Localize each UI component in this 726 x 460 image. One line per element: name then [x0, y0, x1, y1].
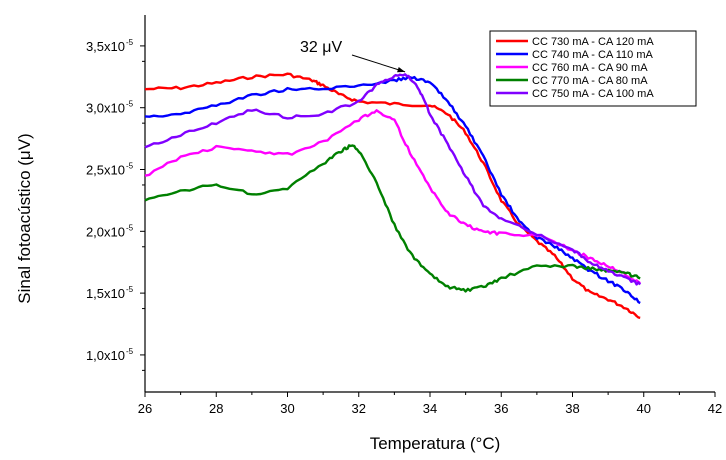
x-tick-label: 38 — [565, 401, 579, 416]
y-axis-ticks: 1,0x10 -51,5x10 -52,0x10 -52,5x10 -53,0x10 -5… — [86, 38, 145, 371]
x-tick-label: 34 — [423, 401, 437, 416]
y-tick-exponent: -5 — [126, 38, 134, 47]
legend-label: CC 770 mA - CA 80 mA — [532, 75, 648, 87]
y-tick-label: 1,5x10 — [86, 286, 125, 301]
y-tick-label: 2,0x10 — [86, 224, 125, 239]
x-tick-label: 40 — [637, 401, 651, 416]
series-line — [144, 73, 642, 286]
peak-annotation: 32 μV — [300, 39, 406, 73]
x-axis-ticks: 26 28 30 32 34 36 38 40 42 — [138, 392, 722, 416]
series-lines — [144, 72, 642, 319]
y-tick-exponent: -5 — [126, 100, 134, 109]
y-tick-exponent: -5 — [126, 223, 134, 232]
y-axis-title: Sinal fotoacústico (μV) — [15, 133, 34, 303]
x-axis-title: Temperatura (°C) — [370, 434, 501, 453]
x-tick-label: 32 — [352, 401, 366, 416]
annotation-text: 32 μV — [300, 39, 342, 56]
series-line — [144, 75, 641, 305]
legend-label: CC 730 mA - CA 120 mA — [532, 36, 654, 48]
y-tick-label: 2,5x10 — [86, 163, 125, 178]
x-tick-label: 42 — [708, 401, 722, 416]
legend-label: CC 740 mA - CA 110 mA — [532, 49, 654, 61]
y-tick-label: 1,0x10 — [86, 348, 125, 363]
y-tick-exponent: -5 — [126, 347, 134, 356]
x-tick-label: 36 — [494, 401, 508, 416]
x-tick-label: 26 — [138, 401, 152, 416]
annotation-arrowhead — [397, 66, 406, 73]
x-tick-label: 28 — [209, 401, 223, 416]
annotation-arrow — [351, 54, 406, 73]
x-tick-label: 30 — [280, 401, 294, 416]
series-line — [144, 144, 641, 293]
y-tick-label: 3,5x10 — [86, 39, 125, 54]
series-line — [144, 72, 641, 319]
legend-label: CC 760 mA - CA 90 mA — [532, 62, 648, 74]
legend-label: CC 750 mA - CA 100 mA — [532, 88, 654, 100]
y-tick-exponent: -5 — [126, 285, 134, 294]
y-tick-label: 3,0x10 — [86, 101, 125, 116]
series-line — [144, 109, 641, 285]
y-tick-exponent: -5 — [126, 162, 134, 171]
